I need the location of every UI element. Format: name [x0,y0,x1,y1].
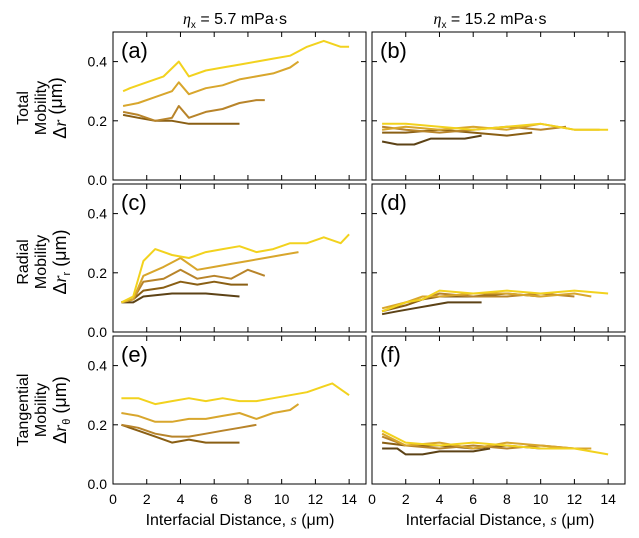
y-tick-label: 0.4 [88,54,108,70]
panel-b: (b) [371,31,626,181]
x-tick-label: 2 [143,491,151,507]
x-tick-label: 10 [274,491,290,507]
x-tick-label: 14 [600,491,616,507]
svg-text:Δrr (μm): Δrr (μm) [50,229,73,294]
series-line [121,280,248,304]
row-label-total: Total Mobility Δr (μm) [15,77,70,138]
x-tick-labels: 0 2 4 6 8 10 12 14 0 2 4 6 8 10 12 14 [109,491,616,507]
svg-text:Tangential: Tangential [15,374,32,447]
series-line [122,60,300,107]
series-line [121,423,257,438]
series-line [381,301,482,316]
x-axis-label-left: Interfacial Distance, s (μm) [146,512,335,529]
y-tick-label: 0.0 [88,172,108,188]
panel-frame [112,183,367,333]
panel-frame [371,335,626,485]
svg-text:Δr (μm): Δr (μm) [46,77,70,138]
series-line [121,382,350,406]
panel-frame [112,31,367,181]
row-label-tangential: Tangential Mobility Δrθ (μm) [15,374,73,447]
svg-text:Mobility: Mobility [33,81,50,135]
panel-label: (a) [121,38,148,63]
x-tick-label: 12 [308,491,324,507]
y-tick-label: 0.2 [88,265,108,281]
x-tick-label: 14 [341,491,357,507]
y-tick-label: 0.4 [88,358,108,374]
svg-text:Mobility: Mobility [33,383,50,437]
svg-text:Radial: Radial [15,239,32,284]
series-line [122,39,350,93]
series-line [381,429,609,456]
series-line [120,233,350,304]
panel-label: (b) [380,38,407,63]
panel-label: (d) [380,190,407,215]
panel-a: 0.0 0.2 0.4 (a) [88,31,367,188]
series-line [122,99,265,122]
panels: 0.0 0.2 0.4 (a) (b) 0.0 0.2 0.4 (c) (d) 0.0 0.2 0.4 (… [88,31,626,492]
series-line [121,403,300,423]
y-tick-label: 0.2 [88,113,108,129]
x-tick-label: 8 [503,491,511,507]
panel-frame [371,183,626,333]
row-label-radial: Radial Mobility Δrr (μm) [15,229,73,294]
series-line [121,251,299,304]
series-line [381,134,482,146]
y-tick-label: 0.0 [88,476,108,492]
x-tick-label: 4 [436,491,444,507]
panel-f: (f) [371,335,626,485]
x-axis-label-right: Interfacial Distance, s (μm) [406,512,595,529]
svg-text:Total: Total [15,91,32,125]
column-header-right: ηx = 15.2 mPa·s [434,11,547,31]
series-line [382,122,609,131]
series-line [382,447,491,456]
series-line [381,289,609,313]
svg-text:Mobility: Mobility [33,235,50,289]
x-tick-label: 2 [402,491,410,507]
panel-frame [371,31,626,181]
panel-frame [112,335,367,485]
y-tick-label: 0.4 [88,206,108,222]
panel-e: 0.0 0.2 0.4 (e) [88,335,367,492]
panel-label: (c) [121,190,147,215]
x-tick-label: 6 [210,491,218,507]
x-tick-label: 0 [109,491,117,507]
column-header-left: ηx = 5.7 mPa·s [183,11,287,31]
panel-c: 0.0 0.2 0.4 (c) [88,183,367,340]
svg-text:Δrθ (μm): Δrθ (μm) [50,376,73,444]
x-tick-label: 4 [177,491,185,507]
x-tick-label: 12 [567,491,583,507]
y-tick-label: 0.2 [88,417,108,433]
series-line [121,268,266,304]
series-line [121,423,240,444]
x-tick-label: 0 [368,491,376,507]
series-line [121,292,240,304]
x-tick-label: 6 [469,491,477,507]
x-tick-label: 10 [533,491,549,507]
x-tick-label: 8 [244,491,252,507]
panel-label: (f) [380,342,401,367]
y-tick-label: 0.0 [88,324,108,340]
panel-d: (d) [371,183,626,333]
panel-label: (e) [121,342,148,367]
series-line [122,113,240,125]
